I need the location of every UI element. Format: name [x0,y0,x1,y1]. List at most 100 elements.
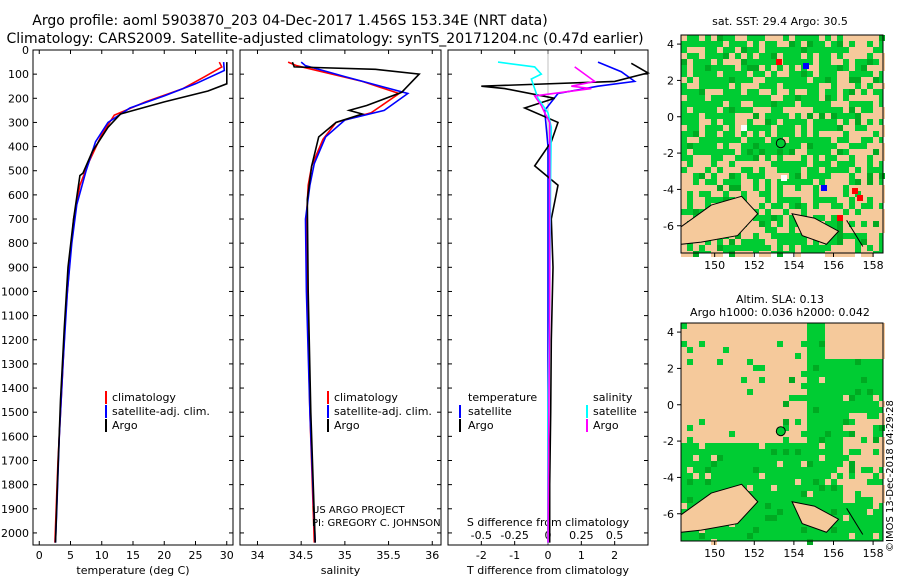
map-cell [711,389,717,395]
map-cell [747,131,753,137]
map-cell [819,95,825,101]
map-cell [759,227,765,233]
map-cell [735,365,741,371]
map-cell [837,131,843,137]
s-tick-label: -0.25 [500,529,528,542]
map-cell [849,329,855,335]
map-cell [801,107,807,113]
map-cell [723,155,729,161]
depth-tick-label: 900 [8,261,29,274]
map-cell [699,533,705,539]
map-cell [873,443,879,449]
map-cell [681,365,687,371]
map-cell [837,173,843,179]
map-cell [837,245,843,251]
map-cell [711,347,717,353]
map-cell [837,119,843,125]
map-cell [861,323,867,329]
map-cell [861,245,867,251]
sst-anomaly-cell [803,63,809,69]
map-cell [831,485,837,491]
temperature-legend: climatology satellite-adj. clim. Argo [105,391,210,432]
map-cell [717,329,723,335]
map-cell [849,89,855,95]
map-cell [735,119,741,125]
map-cell [855,437,861,443]
map-cell [771,437,777,443]
map-cell [879,425,885,431]
map-cell [711,167,717,173]
map-cell [765,167,771,173]
map-cell [861,155,867,161]
map-cell [825,95,831,101]
map-cell [783,365,789,371]
map-cell [747,341,753,347]
map-cell [873,497,879,503]
lat-tick-label: 4 [667,326,674,339]
map-cell [723,341,729,347]
map-cell [699,371,705,377]
map-cell [735,359,741,365]
map-cell [789,425,795,431]
map-cell [753,341,759,347]
map-cell [729,239,735,245]
map-cell [747,383,753,389]
map-cell [789,323,795,329]
map-cell [879,53,885,59]
map-bottom-title-1: Altim. SLA: 0.13 [736,293,824,306]
map-cell [699,185,705,191]
map-cell [867,185,873,191]
map-cell [867,473,873,479]
map-cell [825,341,831,347]
map-cell [777,149,783,155]
map-cell [759,113,765,119]
map-cell [735,401,741,407]
map-cell [801,191,807,197]
map-cell [705,119,711,125]
map-cell [687,83,693,89]
map-cell [735,167,741,173]
map-cell [813,479,819,485]
map-cell [837,185,843,191]
map-cell [735,149,741,155]
map-cell [693,47,699,53]
map-cell [855,329,861,335]
depth-tick-label: 400 [8,141,29,154]
coastline-new-britain [791,213,840,245]
map-cell [879,35,885,41]
map-cell [867,461,873,467]
map-cell [705,383,711,389]
map-cell [855,113,861,119]
map-cell [747,437,753,443]
map-cell [771,245,777,251]
map-cell [735,239,741,245]
map-cell [795,191,801,197]
map-cell [783,431,789,437]
map-cell [735,425,741,431]
map-cell [819,83,825,89]
map-cell [867,425,873,431]
map-cell [801,89,807,95]
map-cell [879,491,885,497]
map-cell [801,461,807,467]
map-cell [753,155,759,161]
map-cell [705,89,711,95]
map-cell [681,407,687,413]
map-cell [789,329,795,335]
map-cell [819,155,825,161]
lon-tick-label: 158 [863,547,884,560]
map-cell [849,125,855,131]
map-cell [771,449,777,455]
map-cell [855,431,861,437]
map-cell [843,203,849,209]
map-cell [837,323,843,329]
map-cell [723,161,729,167]
map-cell [693,431,699,437]
map-cell [879,173,885,179]
x-tick-label: -2 [476,549,487,562]
map-cell [765,359,771,365]
depth-tick-label: 0 [22,44,29,57]
map-cell [759,407,765,413]
map-cell [705,473,711,479]
map-cell [873,137,879,143]
